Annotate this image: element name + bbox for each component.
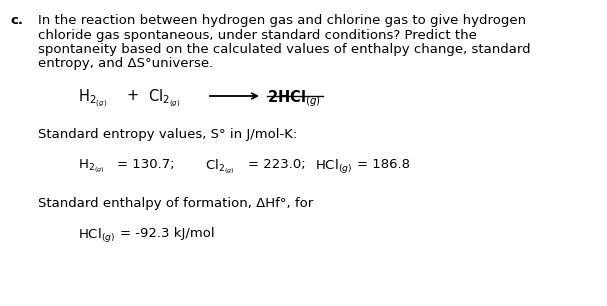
Text: $\mathbf{2HCl}$$_{(g)}$: $\mathbf{2HCl}$$_{(g)}$ — [267, 88, 321, 109]
Text: = 186.8: = 186.8 — [357, 158, 410, 171]
Text: Cl$_{2_{(g)}}$: Cl$_{2_{(g)}}$ — [148, 88, 180, 110]
Text: HCl$_{(g)}$: HCl$_{(g)}$ — [315, 158, 352, 176]
Text: Standard enthalpy of formation, ΔHf°, for: Standard enthalpy of formation, ΔHf°, fo… — [38, 197, 313, 210]
Text: c.: c. — [10, 14, 23, 27]
Text: H$_{2_{(g)}}$: H$_{2_{(g)}}$ — [78, 158, 105, 175]
Text: spontaneity based on the calculated values of enthalpy change, standard: spontaneity based on the calculated valu… — [38, 43, 531, 56]
Text: Cl$_{2_{(g)}}$: Cl$_{2_{(g)}}$ — [205, 158, 235, 176]
Text: +: + — [126, 88, 138, 103]
Text: chloride gas spontaneous, under standard conditions? Predict the: chloride gas spontaneous, under standard… — [38, 28, 477, 42]
Text: entropy, and ΔS°universe.: entropy, and ΔS°universe. — [38, 58, 213, 70]
Text: H$_{2_{(g)}}$: H$_{2_{(g)}}$ — [78, 88, 107, 110]
Text: Standard entropy values, S° in J/mol-K:: Standard entropy values, S° in J/mol-K: — [38, 128, 297, 141]
Text: In the reaction between hydrogen gas and chlorine gas to give hydrogen: In the reaction between hydrogen gas and… — [38, 14, 526, 27]
Text: HCl$_{(g)}$: HCl$_{(g)}$ — [78, 227, 115, 245]
Text: = 130.7;: = 130.7; — [117, 158, 175, 171]
Text: = 223.0;: = 223.0; — [248, 158, 306, 171]
Text: = -92.3 kJ/mol: = -92.3 kJ/mol — [120, 227, 215, 240]
